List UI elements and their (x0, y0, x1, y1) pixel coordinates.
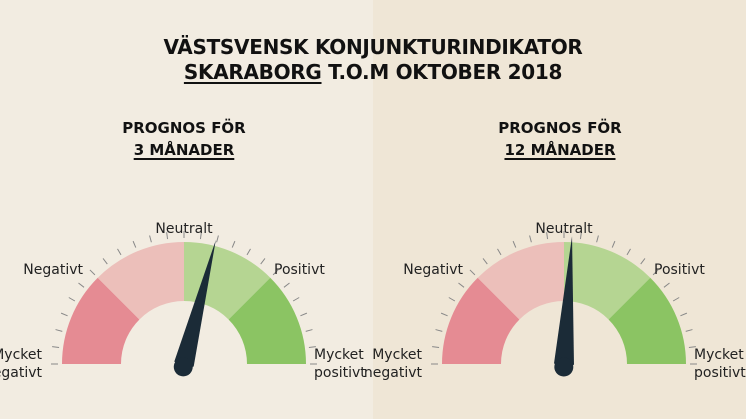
region-name: SKARABORG (183, 60, 322, 84)
gauge-tick (640, 258, 646, 265)
gauge-tick (688, 346, 696, 349)
gauge-12-months: Neutralt Negativt Positivt Mycket negativt My… (364, 221, 746, 381)
gauge-tick (546, 232, 549, 240)
label-very-positive-2: positivt (694, 365, 746, 381)
gauge-heading-3m-line2: 3 MÅNADER (133, 141, 235, 159)
label-positive: Positivt (274, 262, 325, 278)
gauge-tick (435, 329, 443, 332)
gauge-tick (529, 235, 532, 243)
gauge-tick (611, 240, 616, 248)
gauge-tick (685, 329, 693, 332)
gauge-tick (68, 297, 76, 302)
gauge-tick (55, 329, 63, 332)
label-negative: Negativt (403, 262, 463, 278)
gauge-tick (497, 248, 502, 256)
gauge-tick (482, 258, 488, 265)
gauge-3-months: Neutralt Negativt Positivt Mycket negativt My… (0, 221, 366, 381)
gauge-tick (199, 232, 202, 240)
period-text: T.O.M OKTOBER 2018 (321, 60, 563, 84)
gauge-tick (440, 312, 448, 317)
gauge-tick (292, 297, 300, 302)
gauge-tick (231, 240, 236, 248)
label-positive: Positivt (654, 262, 705, 278)
gauge-needle (174, 240, 216, 368)
gauge-needle-hub (173, 357, 193, 377)
segment-very-positive (228, 277, 306, 364)
gauge-tick (117, 248, 122, 256)
gauge-tick (260, 258, 266, 265)
label-very-negative-2: negativt (0, 365, 43, 381)
label-very-positive-2: positivt (314, 365, 366, 381)
segment-positive (564, 242, 651, 320)
gauge-tick (469, 269, 476, 276)
segment-positive (184, 242, 271, 320)
segment-negative (477, 242, 564, 320)
gauge-heading-12m-line1: PROGNOS FÖR (498, 119, 622, 137)
label-neutral: Neutralt (535, 221, 593, 237)
gauge-tick (512, 240, 517, 248)
gauge-heading-12m: PROGNOS FÖR 12 MÅNADER (440, 117, 680, 161)
gauge-tick (283, 282, 290, 288)
gauge-tick (672, 297, 680, 302)
label-very-positive-1: Mycket (694, 347, 744, 363)
label-very-negative-1: Mycket (0, 347, 43, 363)
gauge-needle-hub (554, 357, 574, 377)
page-title: VÄSTSVENSK KONJUNKTURINDIKATOR (0, 35, 746, 59)
gauge-tick (272, 269, 279, 276)
gauge-tick (448, 297, 456, 302)
gauge-tick (680, 312, 688, 317)
gauge-heading-3m: PROGNOS FÖR 3 MÅNADER (64, 117, 304, 161)
gauge-tick (132, 240, 137, 248)
gauge-tick (246, 248, 251, 256)
gauge-tick (305, 329, 313, 332)
gauge-tick (166, 232, 169, 240)
gauge-tick (596, 235, 599, 243)
label-neutral: Neutralt (155, 221, 213, 237)
gauge-tick (579, 232, 582, 240)
title-line1: VÄSTSVENSK KONJUNKTURINDIKATOR (163, 35, 583, 59)
label-negative: Negativt (23, 262, 83, 278)
gauge-needle (554, 236, 574, 368)
gauge-tick (78, 282, 85, 288)
page-subtitle: SKARABORG T.O.M OKTOBER 2018 (0, 60, 746, 84)
label-very-negative-2: negativt (364, 365, 423, 381)
gauge-tick (89, 269, 96, 276)
segment-negative (97, 242, 184, 320)
label-very-negative-1: Mycket (372, 347, 422, 363)
label-very-positive-1: Mycket (314, 347, 364, 363)
gauge-tick (52, 346, 60, 349)
gauge-tick (60, 312, 68, 317)
gauge-tick (663, 282, 670, 288)
gauge-heading-12m-line2: 12 MÅNADER (504, 141, 616, 159)
gauge-tick (432, 346, 440, 349)
gauge-tick (652, 269, 659, 276)
gauge-tick (626, 248, 631, 256)
gauge-tick (308, 346, 316, 349)
gauge-tick (458, 282, 465, 288)
gauge-tick (300, 312, 308, 317)
gauge-tick (216, 235, 219, 243)
segment-very-positive (608, 277, 686, 364)
segment-very-negative (62, 277, 140, 364)
gauge-tick (102, 258, 108, 265)
gauge-heading-3m-line1: PROGNOS FÖR (122, 119, 246, 137)
gauge-tick (149, 235, 152, 243)
segment-very-negative (442, 277, 520, 364)
